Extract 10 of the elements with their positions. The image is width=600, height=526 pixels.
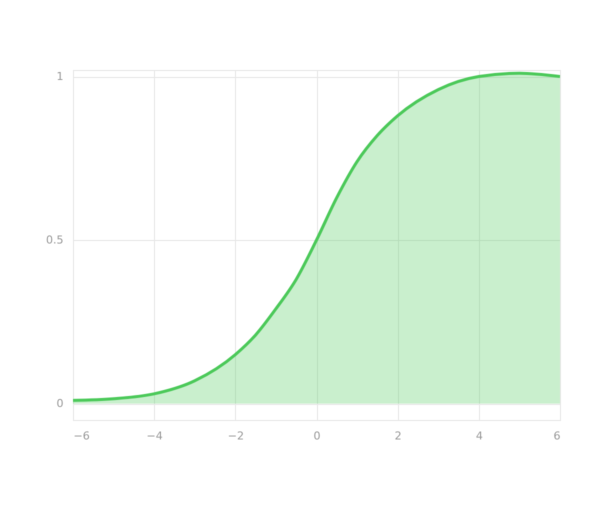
x-tick-label: 0 <box>314 430 320 442</box>
y-tick-label: 0.5 <box>46 234 64 247</box>
x-tick-label: 4 <box>476 430 483 442</box>
x-tick-label: −4 <box>146 430 163 442</box>
x-tick-label: 6 <box>554 430 560 442</box>
x-tick-label: −2 <box>228 430 244 442</box>
y-tick-label: 1 <box>56 70 64 84</box>
x-tick-label: −6 <box>74 430 90 442</box>
x-tick-label: 2 <box>394 430 402 442</box>
y-tick-label: 0 <box>56 397 64 410</box>
